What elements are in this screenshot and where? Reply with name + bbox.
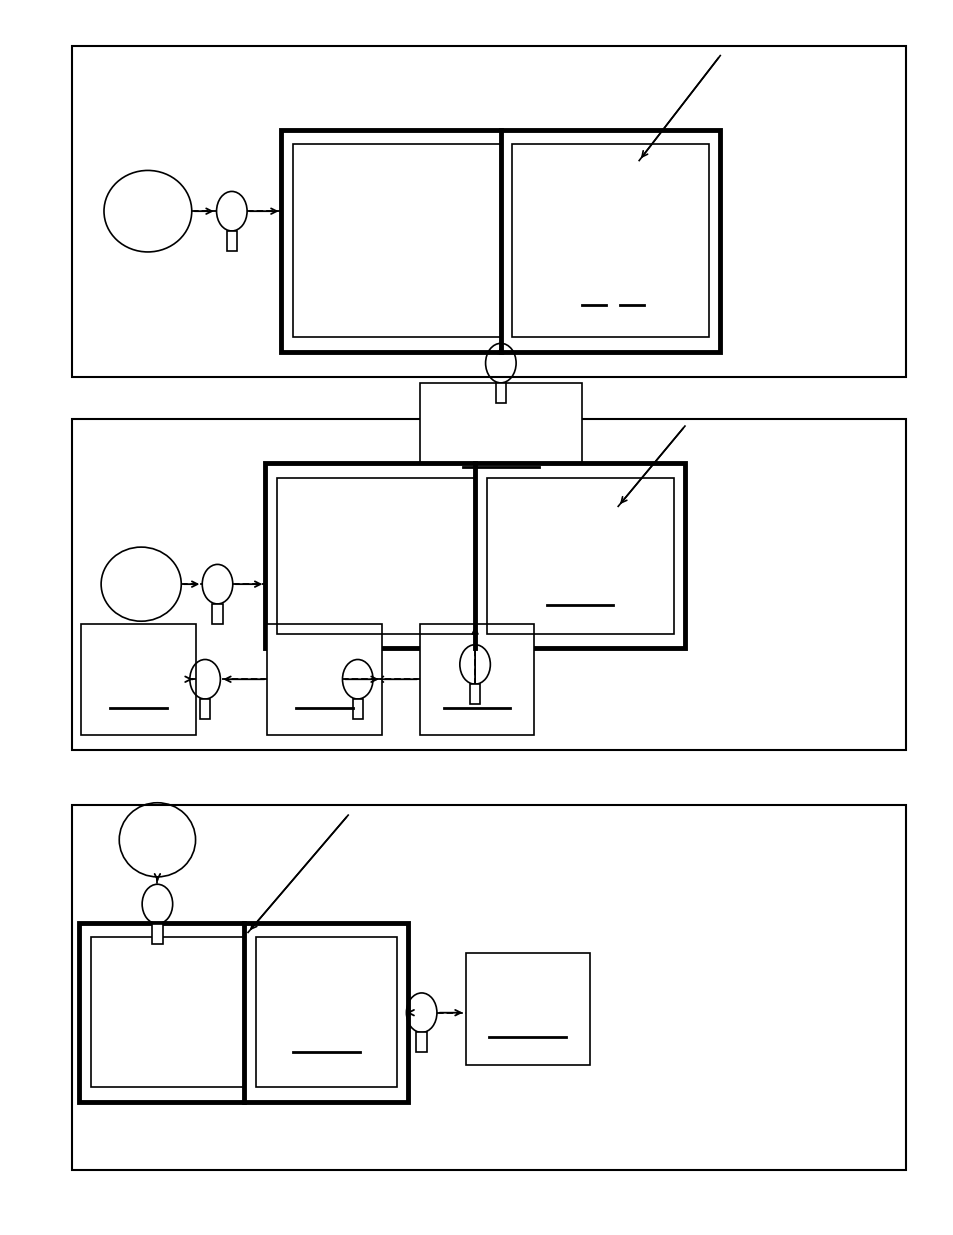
Bar: [486, 478, 673, 634]
Bar: [267, 624, 381, 735]
Bar: [352, 699, 362, 719]
Bar: [276, 478, 475, 634]
Bar: [91, 937, 244, 1087]
Bar: [81, 624, 195, 735]
Bar: [255, 937, 396, 1087]
Bar: [416, 1032, 427, 1052]
Bar: [419, 624, 534, 735]
Bar: [465, 953, 589, 1065]
Bar: [265, 463, 684, 648]
Bar: [71, 805, 905, 1170]
Bar: [71, 46, 905, 377]
Bar: [496, 383, 506, 403]
Bar: [212, 604, 222, 624]
Bar: [512, 144, 708, 337]
Bar: [281, 130, 720, 352]
Bar: [200, 699, 210, 719]
Bar: [152, 924, 162, 944]
Bar: [293, 144, 500, 337]
Bar: [79, 923, 408, 1102]
Bar: [469, 684, 479, 704]
Bar: [419, 383, 581, 494]
Bar: [71, 419, 905, 750]
Bar: [226, 231, 236, 251]
